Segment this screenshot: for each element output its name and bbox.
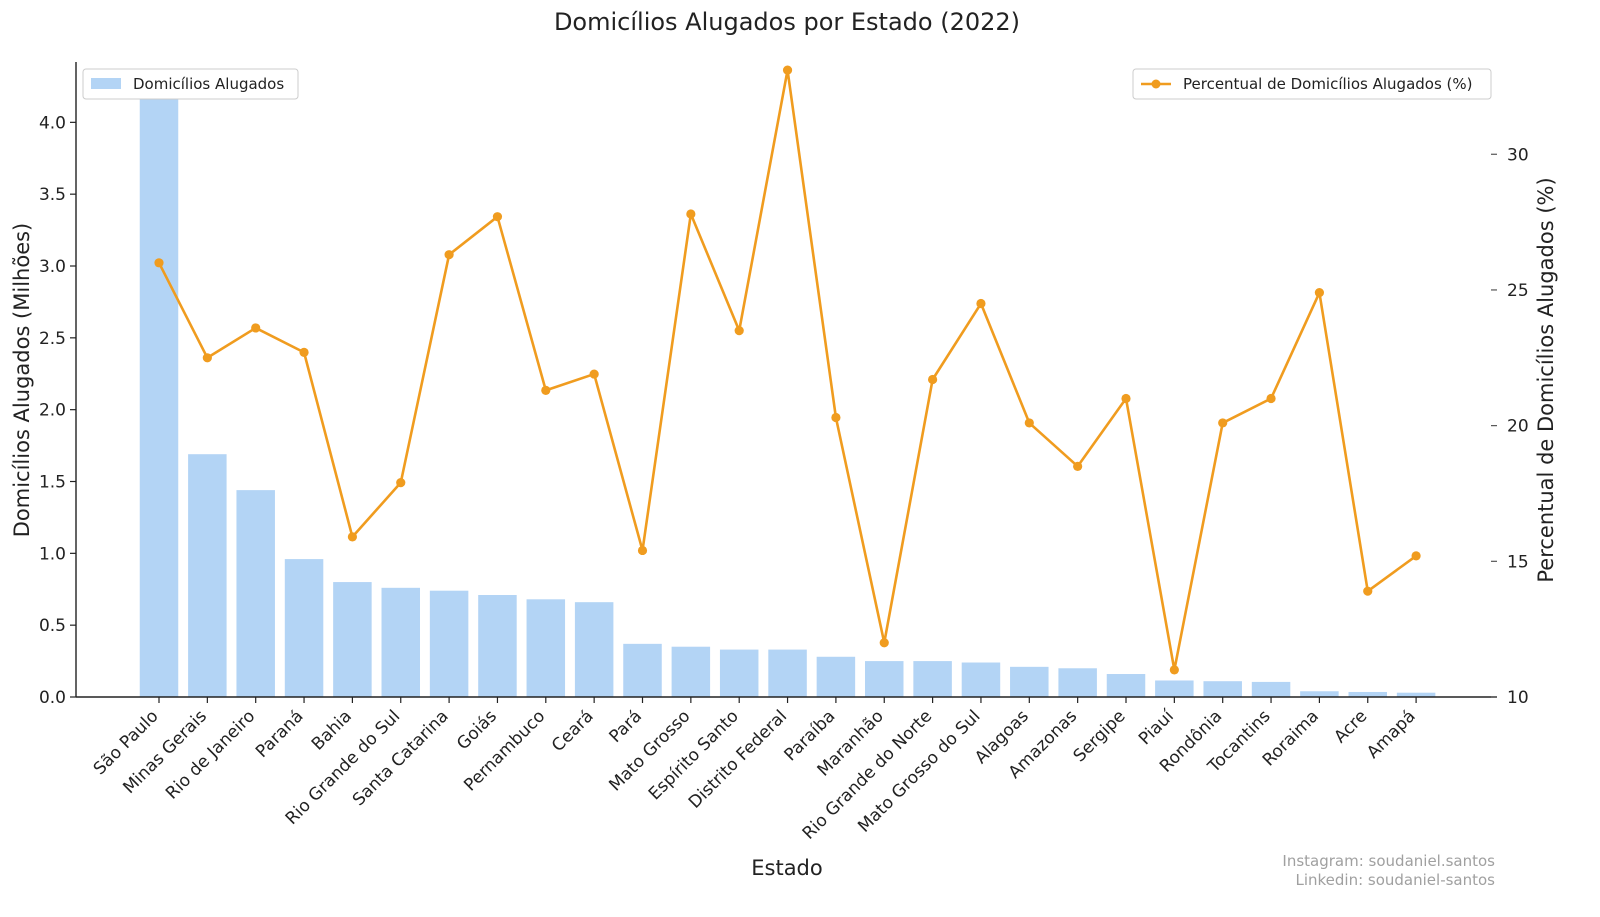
line-point xyxy=(251,323,261,333)
bar xyxy=(429,590,469,697)
line-point xyxy=(1314,288,1324,298)
x-tick-label: Rio de Janeiro xyxy=(162,706,259,803)
line-point xyxy=(976,298,986,309)
y-tick-label: 4.0 xyxy=(39,113,66,133)
bar xyxy=(1203,681,1242,697)
bar xyxy=(865,661,904,697)
y2-tick-label: 10 xyxy=(1507,688,1529,708)
bar xyxy=(284,559,324,697)
y2-tick-label: 20 xyxy=(1507,417,1529,437)
chart-title: Domicílios Alugados por Estado (2022) xyxy=(554,8,1020,36)
bar xyxy=(961,662,1001,697)
line-point xyxy=(299,347,309,357)
y-tick-label: 1.5 xyxy=(39,473,66,493)
bar xyxy=(1106,674,1146,697)
y-tick-label: 3.0 xyxy=(39,257,66,277)
line-point xyxy=(1121,393,1131,404)
line-point xyxy=(444,250,454,260)
legend-bars: Domicílios Alugados xyxy=(82,68,299,100)
x-tick-label: Acre xyxy=(1330,706,1371,747)
credit-linkedin: Linkedin: soudaniel-santos xyxy=(1295,871,1495,889)
bar xyxy=(671,646,711,697)
line-point xyxy=(492,212,503,222)
line-point xyxy=(1363,586,1373,596)
bar xyxy=(1058,668,1097,697)
x-tick-label: Ceará xyxy=(548,706,598,756)
bar xyxy=(1251,681,1291,697)
legend-line: Percentual de Domicílios Alugados (%) xyxy=(1132,68,1492,100)
line-point xyxy=(202,353,212,363)
line-point xyxy=(347,532,357,542)
legend-line-marker xyxy=(1151,79,1161,89)
bar xyxy=(188,454,227,697)
bar xyxy=(139,98,179,697)
x-tick-label: Amapá xyxy=(1363,706,1419,762)
x-tick-label: Paraná xyxy=(252,706,308,762)
x-axis-title: Estado xyxy=(751,856,823,880)
line-point xyxy=(589,369,599,379)
bar xyxy=(478,594,517,697)
line-point xyxy=(879,638,889,648)
x-tick-label: Minas Gerais xyxy=(119,706,211,798)
line-series xyxy=(154,65,1421,675)
y2-tick-label: 15 xyxy=(1507,552,1529,572)
line-path xyxy=(157,68,1417,672)
line-point xyxy=(541,385,551,395)
bar xyxy=(1155,680,1194,697)
bar xyxy=(719,649,759,697)
legend-bars-label: Domicílios Alugados xyxy=(133,75,284,93)
line-point xyxy=(1024,418,1034,428)
bar xyxy=(913,661,952,697)
right-axis-ticks: 10 15 20 25 30 xyxy=(1491,145,1529,708)
line-point xyxy=(782,65,793,75)
line-point xyxy=(396,478,406,488)
line-point xyxy=(1073,461,1083,471)
line-point xyxy=(1169,665,1179,675)
legend-bars-swatch xyxy=(91,78,121,89)
x-tick-label: Pará xyxy=(606,706,647,747)
y-tick-label: 1.0 xyxy=(39,544,66,564)
bar xyxy=(1396,692,1436,697)
bar xyxy=(1300,691,1339,697)
y-tick-label: 2.0 xyxy=(39,401,66,421)
y2-tick-label: 25 xyxy=(1507,281,1529,301)
line-point xyxy=(686,209,696,219)
bar xyxy=(236,490,275,697)
line-point xyxy=(928,374,938,385)
bar-series xyxy=(139,98,1436,697)
x-tick-label: Sergipe xyxy=(1070,706,1130,766)
bar xyxy=(816,656,856,697)
y-axis-title: Domicílios Alugados (Milhões) xyxy=(10,223,34,538)
bar xyxy=(623,643,662,697)
credit-instagram: Instagram: soudaniel.santos xyxy=(1282,852,1495,870)
y2-axis-title: Percentual de Domicílios Alugados (%) xyxy=(1534,177,1558,582)
line-point xyxy=(154,258,164,268)
line-point xyxy=(637,545,648,556)
y-tick-label: 0.5 xyxy=(39,616,66,636)
bar xyxy=(526,599,566,697)
bar xyxy=(1010,666,1049,697)
y-tick-label: 3.5 xyxy=(39,185,66,205)
y-tick-label: 0.0 xyxy=(39,688,66,708)
left-axis-ticks: 0.0 0.5 1.0 1.5 2.0 2.5 3.0 3.5 4.0 xyxy=(39,113,76,708)
legend-line-label: Percentual de Domicílios Alugados (%) xyxy=(1183,75,1473,93)
line-point xyxy=(831,412,841,423)
y2-tick-label: 30 xyxy=(1507,145,1529,165)
line-point xyxy=(734,326,744,336)
line-point xyxy=(1218,418,1228,428)
legend-bars-frame xyxy=(82,68,299,100)
legend-line-frame xyxy=(1132,68,1492,100)
y-tick-label: 2.5 xyxy=(39,329,66,349)
bar xyxy=(1348,691,1387,697)
bar xyxy=(574,602,614,697)
bar xyxy=(768,649,807,697)
line-point xyxy=(1411,551,1421,561)
bar xyxy=(381,587,420,697)
line-point xyxy=(1266,393,1276,404)
bar xyxy=(333,582,372,697)
x-tick-label: Piauí xyxy=(1135,706,1179,750)
axes xyxy=(75,62,1497,698)
